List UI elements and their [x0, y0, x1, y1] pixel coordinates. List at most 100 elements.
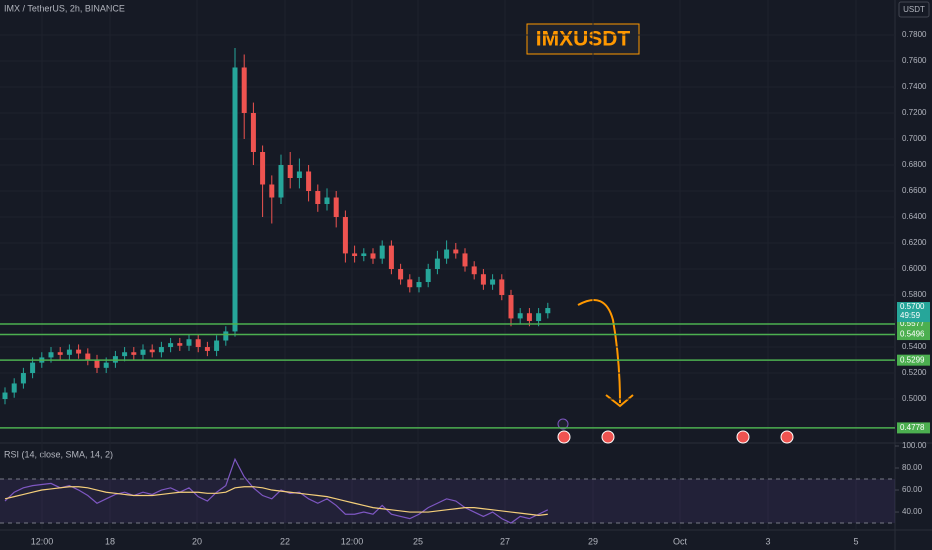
y-tick-label: 0.7400	[902, 82, 927, 91]
y-tick-label: 0.7000	[902, 134, 927, 143]
rsi-ma-line	[4, 486, 548, 516]
candle-body	[177, 343, 183, 346]
candle-body	[453, 249, 459, 254]
level-tag	[897, 354, 930, 366]
candle-body	[342, 217, 348, 254]
y-tick-label: 0.5200	[902, 368, 927, 377]
candle-body	[2, 392, 8, 400]
candle-body	[250, 112, 256, 152]
candle-body	[287, 165, 293, 179]
x-tick-label: Oct	[673, 536, 688, 546]
plot	[0, 0, 895, 530]
candle-body	[296, 171, 302, 179]
candle-body	[278, 165, 284, 198]
candle-body	[232, 67, 238, 332]
candle-body	[471, 266, 477, 275]
candle-body	[186, 339, 192, 346]
candle-body	[536, 313, 542, 322]
last-price-tag	[897, 302, 930, 323]
event-icon[interactable]	[601, 430, 615, 444]
candle-body	[66, 349, 72, 355]
candle-body	[168, 343, 174, 348]
x-tick-label: 3	[765, 536, 770, 546]
y-tick-label: 0.6800	[902, 160, 927, 169]
y-tick-label: 0.5000	[902, 394, 927, 403]
rsi-tick-label: 60.00	[902, 485, 923, 494]
candle-body	[149, 349, 155, 353]
candle-body	[94, 360, 100, 368]
level-tag	[897, 329, 930, 341]
y-tick-label: 0.6200	[902, 238, 927, 247]
y-tick-label: 0.6600	[902, 186, 927, 195]
candle-body	[204, 347, 210, 351]
x-tick-label: 18	[105, 536, 115, 546]
rsi-tick-label: 80.00	[902, 463, 923, 472]
candle-body	[214, 340, 220, 351]
rsi-label: RSI (14, close, SMA, 14, 2)	[4, 449, 113, 459]
level-label: 0.5496	[900, 330, 925, 339]
badge-box	[526, 23, 640, 55]
y-tick-label: 0.7200	[902, 108, 927, 117]
candle-body	[306, 171, 312, 192]
currency-box[interactable]	[898, 1, 930, 18]
candle-body	[407, 279, 413, 288]
y-tick-label: 0.6400	[902, 212, 927, 221]
event-icon[interactable]	[557, 418, 569, 430]
candle-body	[158, 347, 164, 353]
candle-body	[526, 313, 532, 322]
candle-body	[112, 356, 118, 363]
candle-body	[11, 383, 17, 393]
candle-body	[398, 269, 404, 280]
x-tick-label: 27	[500, 536, 510, 546]
y-tick-label: 0.5400	[902, 342, 927, 351]
candle-body	[434, 258, 440, 270]
candle-body	[324, 197, 330, 205]
candle-body	[140, 349, 146, 355]
candle-body	[480, 274, 486, 285]
x-tick-label: 22	[280, 536, 290, 546]
rsi-tick-label: 100.00	[902, 441, 927, 450]
candle-body	[416, 282, 422, 288]
y-tick-label: 0.5800	[902, 290, 927, 299]
x-tick-label: 25	[413, 536, 423, 546]
event-icon[interactable]	[736, 430, 750, 444]
candle-body	[444, 249, 450, 259]
chart-title: IMX / TetherUS, 2h, BINANCE	[4, 3, 125, 13]
x-tick-label: 29	[588, 536, 598, 546]
rsi-band	[0, 479, 895, 524]
candle-body	[269, 184, 275, 198]
event-icon[interactable]	[780, 430, 794, 444]
candle-body	[370, 253, 376, 259]
candle-body	[122, 352, 128, 357]
currency[interactable]: USDT	[903, 5, 925, 14]
x-tick-label: 12:00	[341, 536, 364, 546]
y-tick-label: 0.7800	[902, 30, 927, 39]
badge: IMXUSDT	[536, 28, 631, 51]
candle-body	[388, 245, 394, 270]
candle-body	[517, 313, 523, 319]
candle-body	[48, 352, 54, 358]
candle-body	[361, 253, 367, 257]
candle-body	[508, 295, 514, 319]
candle-body	[30, 362, 36, 374]
candle-body	[76, 349, 82, 354]
candle-body	[352, 253, 358, 257]
candle-body	[131, 352, 137, 355]
y-tick-label: 0.7600	[902, 56, 927, 65]
level-label: 0.5577	[900, 319, 925, 328]
rsi-line	[4, 457, 549, 524]
level-tag	[897, 422, 930, 434]
candle-body	[499, 279, 505, 296]
x-tick-label: 5	[853, 536, 858, 546]
candle-body	[462, 253, 468, 267]
level-label: 0.4778	[900, 423, 925, 432]
rsi-tick-label: 40.00	[902, 507, 923, 516]
candle-body	[545, 308, 551, 314]
event-icon[interactable]	[557, 430, 571, 444]
candle-body	[315, 191, 321, 205]
level-tag	[897, 318, 930, 330]
arrow	[577, 299, 621, 404]
last-price-label: 0.5700	[900, 302, 925, 311]
candle-body	[379, 245, 385, 259]
